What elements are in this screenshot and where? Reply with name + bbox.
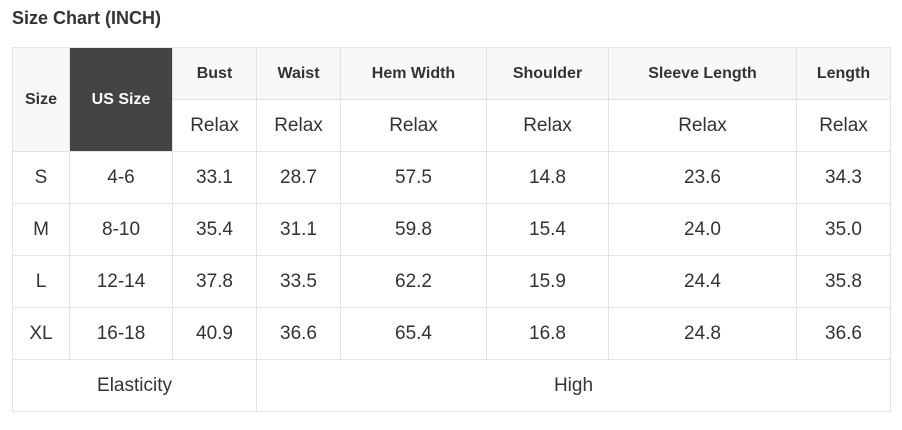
- table-cell: 57.5: [340, 151, 487, 204]
- table-cell: 24.0: [608, 203, 797, 256]
- elasticity-row: Elasticity High: [12, 359, 891, 412]
- table-cell: 62.2: [340, 255, 487, 308]
- table-cell: 36.6: [796, 307, 891, 360]
- table-row: S 4-6 33.1 28.7 57.5 14.8 23.6 34.3: [12, 151, 891, 204]
- fit-cell: Relax: [172, 99, 257, 152]
- table-cell: L: [12, 255, 70, 308]
- table-cell: 8-10: [69, 203, 173, 256]
- table-cell: 24.4: [608, 255, 797, 308]
- table-cell: 37.8: [172, 255, 257, 308]
- fit-row: Relax Relax Relax Relax Relax Relax: [13, 99, 891, 152]
- table-cell: 24.8: [608, 307, 797, 360]
- table-cell: 65.4: [340, 307, 487, 360]
- fit-cell: Relax: [340, 99, 487, 152]
- table-cell: 33.1: [172, 151, 257, 204]
- fit-cell: Relax: [608, 99, 797, 152]
- header-sleeve-length: Sleeve Length: [608, 47, 797, 100]
- table-cell: XL: [12, 307, 70, 360]
- header-row: Size US Size Bust Waist Hem Width Should…: [12, 47, 891, 152]
- table-cell: 35.8: [796, 255, 891, 308]
- table-cell: 31.1: [256, 203, 341, 256]
- header-hem-width: Hem Width: [340, 47, 487, 100]
- header-waist: Waist: [256, 47, 341, 100]
- table-cell: 16.8: [486, 307, 609, 360]
- page-title: Size Chart (INCH): [12, 8, 162, 28]
- elasticity-label: Elasticity: [12, 359, 257, 412]
- table-row: L 12-14 37.8 33.5 62.2 15.9 24.4 35.8: [12, 255, 891, 308]
- table-row: XL 16-18 40.9 36.6 65.4 16.8 24.8 36.6: [12, 307, 891, 360]
- header-bust: Bust: [172, 47, 257, 100]
- table-cell: 40.9: [172, 307, 257, 360]
- fit-cell: Relax: [256, 99, 341, 152]
- header-size: Size: [12, 47, 70, 152]
- table-cell: 23.6: [608, 151, 797, 204]
- size-chart-table: Size US Size Bust Waist Hem Width Should…: [12, 47, 891, 412]
- table-cell: 15.4: [486, 203, 609, 256]
- fit-cell: Relax: [486, 99, 609, 152]
- table-cell: 12-14: [69, 255, 173, 308]
- table-cell: 15.9: [486, 255, 609, 308]
- table-cell: 33.5: [256, 255, 341, 308]
- table-cell: 36.6: [256, 307, 341, 360]
- elasticity-value: High: [256, 359, 891, 412]
- header-length: Length: [796, 47, 891, 100]
- table-cell: S: [12, 151, 70, 204]
- table-cell: M: [12, 203, 70, 256]
- table-cell: 16-18: [69, 307, 173, 360]
- fit-cell: Relax: [796, 99, 891, 152]
- table-cell: 35.0: [796, 203, 891, 256]
- table-row: M 8-10 35.4 31.1 59.8 15.4 24.0 35.0: [12, 203, 891, 256]
- header-us-size: US Size: [69, 47, 173, 152]
- table-cell: 4-6: [69, 151, 173, 204]
- table-cell: 28.7: [256, 151, 341, 204]
- table-cell: 34.3: [796, 151, 891, 204]
- table-cell: 59.8: [340, 203, 487, 256]
- header-shoulder: Shoulder: [486, 47, 609, 100]
- table-cell: 14.8: [486, 151, 609, 204]
- table-cell: 35.4: [172, 203, 257, 256]
